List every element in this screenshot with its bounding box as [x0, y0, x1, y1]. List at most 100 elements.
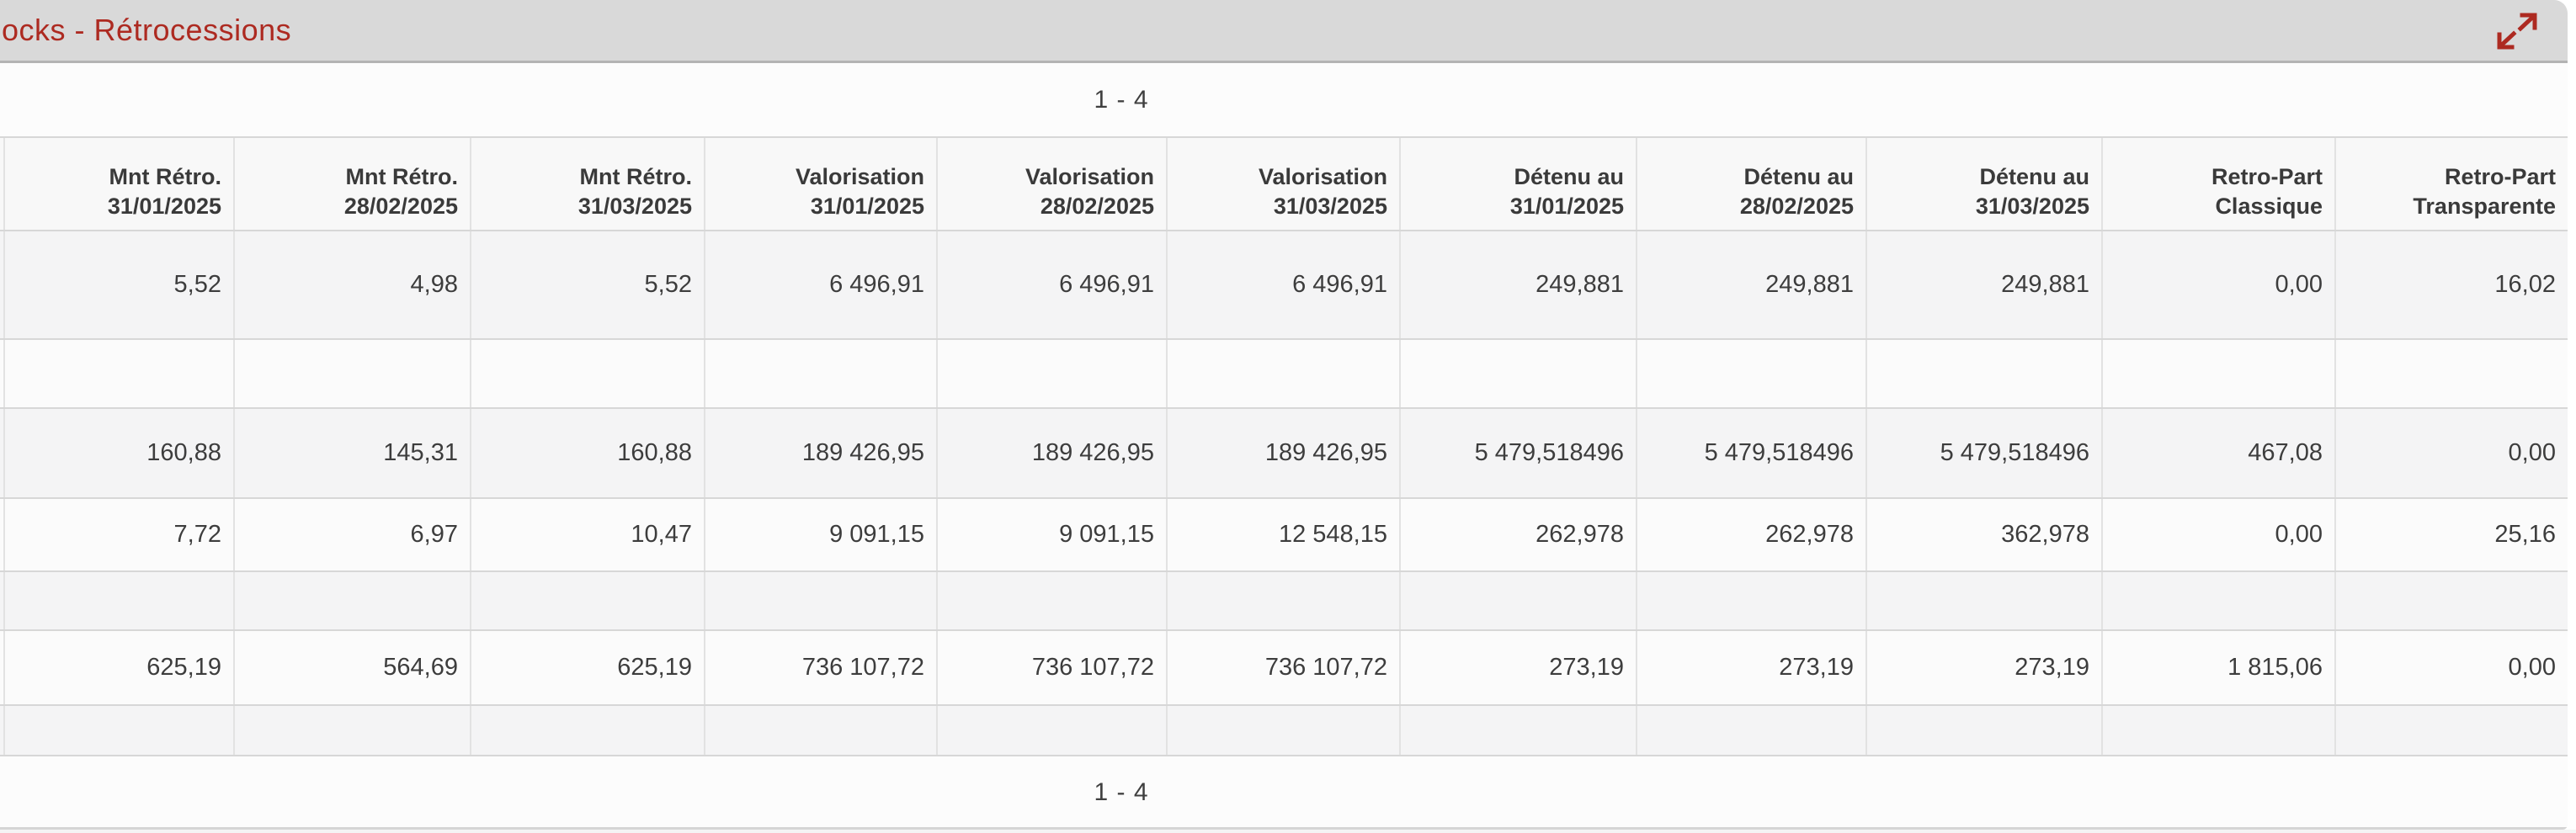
table-cell: 736 107,72 — [704, 631, 936, 704]
table-cell: 6 496,91 — [936, 231, 1166, 338]
table-cell — [2101, 706, 2334, 755]
table-cell: 4,98 — [233, 231, 470, 338]
table-cell — [3, 340, 233, 407]
table-cell — [1399, 340, 1636, 407]
pagination-bottom-label: 1 - 4 — [1094, 778, 1149, 806]
table-row[interactable] — [0, 338, 2568, 407]
table-cell: 7,72 — [3, 499, 233, 570]
column-header[interactable]: Mnt Rétro. 31/01/2025 — [3, 138, 233, 230]
table-cell — [233, 340, 470, 407]
column-header[interactable]: Détenu au 31/01/2025 — [1399, 138, 1636, 230]
cell-value: 6 496,91 — [829, 271, 924, 298]
table-cell — [470, 340, 704, 407]
page-background-strip — [0, 830, 2576, 833]
column-header[interactable]: Détenu au 31/03/2025 — [1865, 138, 2101, 230]
cell-value: 7,72 — [173, 521, 221, 548]
cell-value: 16,02 — [2494, 271, 2556, 298]
table-cell: 6 496,91 — [704, 231, 936, 338]
column-header[interactable]: Valorisation 28/02/2025 — [936, 138, 1166, 230]
table-row[interactable]: 625,19 564,69 625,19 736 107,72 736 107,72 73… — [0, 629, 2568, 704]
table-row[interactable]: 7,72 6,97 10,47 9 091,15 9 091,15 12 548,15 26… — [0, 497, 2568, 570]
panel-bottom-border — [0, 827, 2568, 830]
cell-value: 273,19 — [1549, 654, 1624, 681]
cell-value: 6,97 — [410, 521, 458, 548]
table-row[interactable]: 160,88 145,31 160,88 189 426,95 189 426,95 18… — [0, 407, 2568, 497]
table-cell — [470, 572, 704, 629]
table-cell: 273,19 — [1865, 631, 2101, 704]
cell-value: 5,52 — [644, 271, 692, 298]
table-row[interactable] — [0, 704, 2568, 755]
column-header-line2: 28/02/2025 — [1040, 194, 1154, 219]
column-header-line1: Retro-Part — [2444, 164, 2556, 189]
column-header[interactable]: Mnt Rétro. 31/03/2025 — [470, 138, 704, 230]
table-cell: 10,47 — [470, 499, 704, 570]
table-cell — [1399, 572, 1636, 629]
table-cell: 249,881 — [1636, 231, 1865, 338]
table-cell — [2334, 340, 2568, 407]
cell-value: 189 426,95 — [1031, 439, 1154, 466]
cell-value: 9 091,15 — [1059, 521, 1154, 548]
table-cell: 189 426,95 — [936, 409, 1166, 497]
panel-title: ocks - Rétrocessions — [2, 13, 292, 47]
table-cell: 160,88 — [3, 409, 233, 497]
table-cell — [2334, 572, 2568, 629]
table-cell — [233, 706, 470, 755]
column-header-line2: 31/01/2025 — [810, 194, 924, 219]
table-cell — [2334, 706, 2568, 755]
column-header-line2: Classique — [2215, 194, 2323, 219]
table-cell: 16,02 — [2334, 231, 2568, 338]
pagination-top: 1 - 4 — [0, 63, 2568, 136]
cell-value: 0,00 — [2275, 271, 2323, 298]
table-cell — [1166, 572, 1399, 629]
table-cell: 625,19 — [3, 631, 233, 704]
table-cell — [936, 340, 1166, 407]
column-header-line1: Mnt Rétro. — [345, 164, 458, 189]
column-header[interactable]: Mnt Rétro. 28/02/2025 — [233, 138, 470, 230]
cell-value: 0,00 — [2508, 439, 2556, 466]
table-row[interactable]: 5,52 4,98 5,52 6 496,91 6 496,91 6 496,91 249,… — [0, 230, 2568, 338]
table-cell — [704, 340, 936, 407]
cell-value: 262,978 — [1765, 521, 1854, 548]
table-cell: 0,00 — [2101, 499, 2334, 570]
table-cell: 6,97 — [233, 499, 470, 570]
cell-value: 467,08 — [2248, 439, 2323, 466]
table-cell: 273,19 — [1636, 631, 1865, 704]
cell-value: 189 426,95 — [1264, 439, 1387, 466]
column-header-line2: 31/03/2025 — [1273, 194, 1387, 219]
column-header[interactable]: Retro-Part Classique — [2101, 138, 2334, 230]
table-row[interactable] — [0, 570, 2568, 629]
table-cell — [2101, 572, 2334, 629]
table-cell — [936, 706, 1166, 755]
table-cell: 0,00 — [2334, 409, 2568, 497]
table-cell — [1166, 340, 1399, 407]
table-cell: 249,881 — [1865, 231, 2101, 338]
column-header-line1: Valorisation — [1258, 164, 1387, 189]
cell-value: 736 107,72 — [801, 654, 924, 681]
column-header-line2: 31/01/2025 — [1509, 194, 1624, 219]
retrocessions-table: Mnt Rétro. 31/01/2025 Mnt Rétro. 28/02/2025… — [0, 136, 2568, 755]
column-header-line2: 28/02/2025 — [1739, 194, 1854, 219]
column-header-line1: Détenu au — [1743, 164, 1854, 189]
cell-value: 362,978 — [2001, 521, 2089, 548]
column-header[interactable]: Valorisation 31/01/2025 — [704, 138, 936, 230]
column-header[interactable]: Valorisation 31/03/2025 — [1166, 138, 1399, 230]
cell-value: 5,52 — [173, 271, 221, 298]
column-header[interactable]: Retro-Part Transparente — [2334, 138, 2568, 230]
table-cell — [936, 572, 1166, 629]
table-cell: 25,16 — [2334, 499, 2568, 570]
table-cell: 9 091,15 — [704, 499, 936, 570]
cell-value: 160,88 — [146, 439, 221, 466]
column-header-line1: Valorisation — [795, 164, 924, 189]
table-cell: 262,978 — [1399, 499, 1636, 570]
table-cell: 249,881 — [1399, 231, 1636, 338]
table-cell — [1636, 706, 1865, 755]
column-header[interactable]: Détenu au 28/02/2025 — [1636, 138, 1865, 230]
expand-button[interactable] — [2495, 10, 2539, 52]
cell-value: 625,19 — [146, 654, 221, 681]
table-cell — [2101, 340, 2334, 407]
column-header-line1: Retro-Part — [2211, 164, 2323, 189]
table-cell: 189 426,95 — [704, 409, 936, 497]
table-cell: 273,19 — [1399, 631, 1636, 704]
table-cell — [233, 572, 470, 629]
